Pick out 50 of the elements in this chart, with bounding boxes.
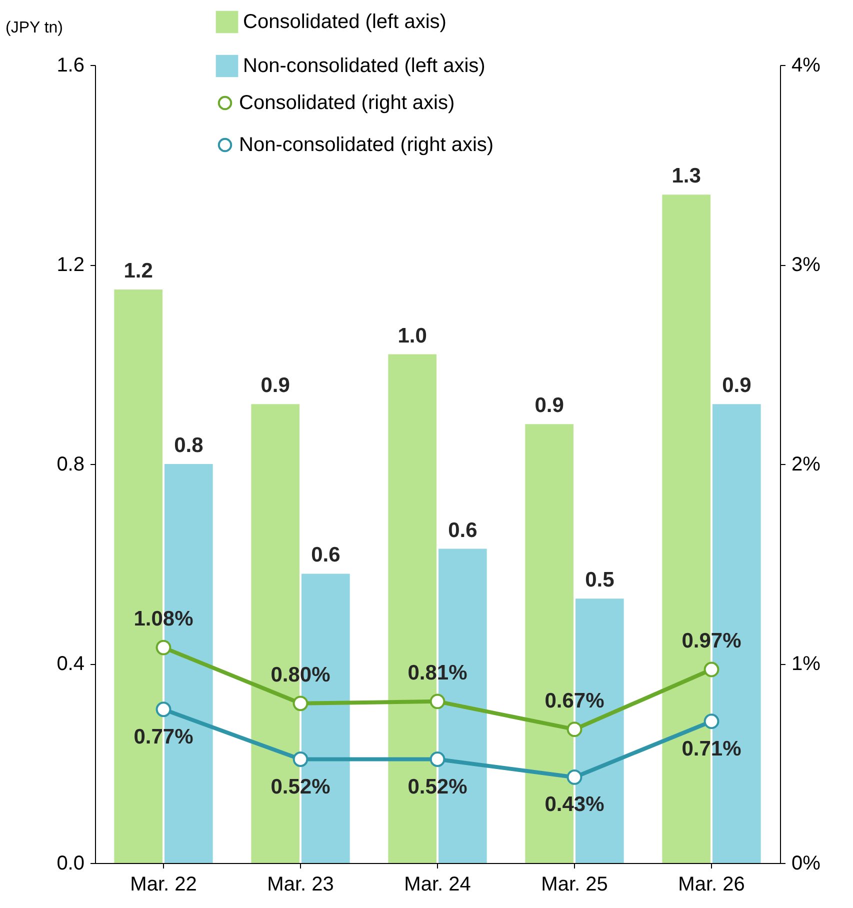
data-label: 0.6 xyxy=(311,544,340,567)
y-tick-label: 0.8 xyxy=(56,454,84,476)
data-label: 1.0 xyxy=(398,324,427,348)
point xyxy=(430,694,446,710)
point xyxy=(704,714,720,730)
point xyxy=(156,640,172,656)
data-label: 0.9 xyxy=(722,374,752,398)
y2-tick-label: 0% xyxy=(792,852,821,874)
y-axis-title: (JPY tn) xyxy=(6,20,63,36)
data-label: 0.43% xyxy=(544,793,605,816)
data-label: 0.71% xyxy=(682,737,742,760)
point xyxy=(566,722,582,738)
data-label: 1.3 xyxy=(672,164,701,188)
y2-tick-label: 4% xyxy=(792,54,821,76)
legend-label: Consolidated (left axis) xyxy=(243,11,446,33)
point xyxy=(566,770,582,785)
x-tick-label: Mar. 22 xyxy=(130,874,197,896)
data-label: 0.9 xyxy=(260,374,290,398)
y2-tick-label: 3% xyxy=(792,254,821,276)
data-label: 0.97% xyxy=(682,629,742,652)
data-label: 0.77% xyxy=(134,725,194,748)
y2-tick-label: 1% xyxy=(792,653,821,675)
data-label: 0.9 xyxy=(534,394,564,418)
point xyxy=(292,752,308,767)
data-label: 1.08% xyxy=(134,608,194,631)
y-tick-label: 0.0 xyxy=(56,852,84,874)
x-tick-label: Mar. 24 xyxy=(404,874,471,896)
point xyxy=(156,702,172,718)
point xyxy=(704,662,720,678)
data-label: 0.5 xyxy=(585,568,615,592)
data-label: 0.52% xyxy=(270,775,331,798)
data-label: 0.52% xyxy=(408,775,468,798)
data-label: 0.81% xyxy=(408,661,468,684)
data-label: 0.8 xyxy=(174,434,204,457)
data-label: 0.67% xyxy=(544,689,605,712)
y-tick-label: 0.4 xyxy=(56,653,84,675)
data-label: 0.80% xyxy=(270,663,331,686)
x-tick-label: Mar. 25 xyxy=(541,874,608,896)
data-label: 0.6 xyxy=(448,518,478,542)
legend-label: Consolidated (right axis) xyxy=(239,92,455,114)
y-tick-label: 1.2 xyxy=(56,254,84,276)
y-tick-label: 1.6 xyxy=(56,54,84,76)
data-label: 1.2 xyxy=(124,259,153,282)
x-tick-label: Mar. 23 xyxy=(267,874,334,896)
legend-label: Non-consolidated (left axis) xyxy=(243,55,486,77)
y2-tick-label: 2% xyxy=(792,454,821,476)
point xyxy=(292,696,308,712)
x-tick-label: Mar. 26 xyxy=(678,874,745,896)
legend-label: Non-consolidated (right axis) xyxy=(239,134,494,156)
point xyxy=(430,752,446,767)
